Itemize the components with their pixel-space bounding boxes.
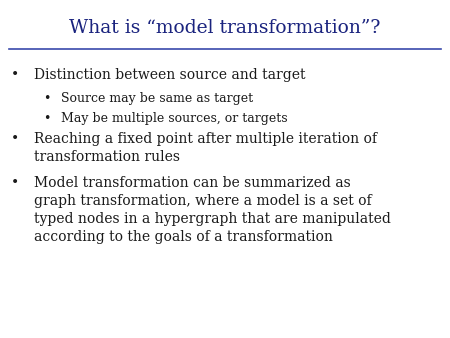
Text: May be multiple sources, or targets: May be multiple sources, or targets bbox=[61, 112, 288, 125]
Text: What is “model transformation”?: What is “model transformation”? bbox=[69, 19, 381, 37]
Text: •: • bbox=[11, 132, 19, 146]
Text: Model transformation can be summarized as
graph transformation, where a model is: Model transformation can be summarized a… bbox=[34, 176, 391, 244]
Text: Distinction between source and target: Distinction between source and target bbox=[34, 68, 305, 81]
Text: •: • bbox=[43, 92, 50, 105]
Text: •: • bbox=[11, 68, 19, 81]
Text: Reaching a fixed point after multiple iteration of
transformation rules: Reaching a fixed point after multiple it… bbox=[34, 132, 377, 164]
Text: •: • bbox=[11, 176, 19, 190]
Text: Source may be same as target: Source may be same as target bbox=[61, 92, 253, 105]
Text: •: • bbox=[43, 112, 50, 125]
